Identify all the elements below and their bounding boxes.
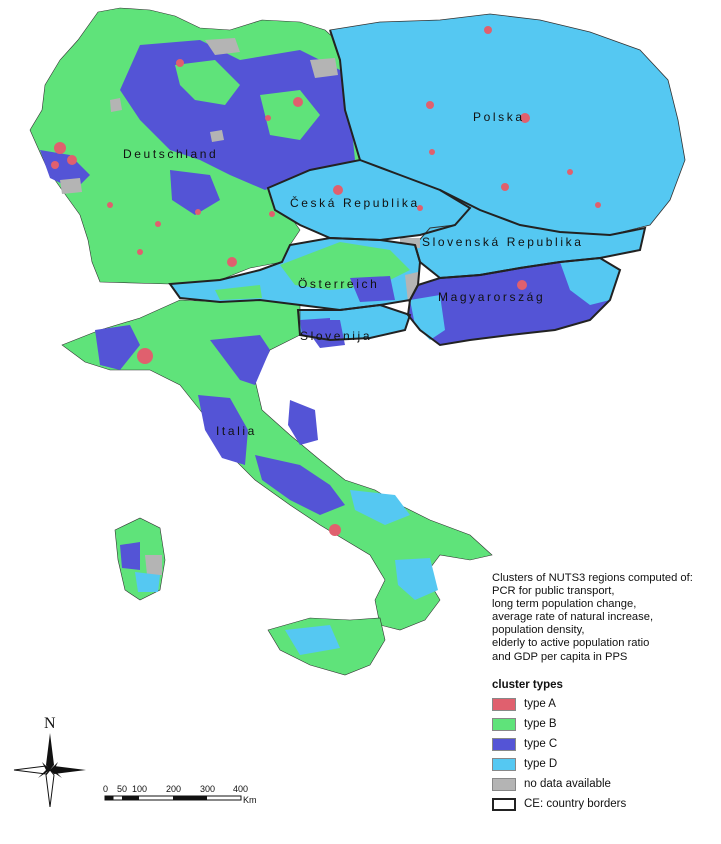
north-label: N <box>44 715 56 732</box>
label-magyarorszag: Magyarország <box>438 290 545 304</box>
swatch-type-b <box>492 718 516 731</box>
legend-label: type D <box>524 758 558 770</box>
swatch-no-data <box>492 778 516 791</box>
scale-tick-0: 0 <box>103 784 108 794</box>
scale-tick-300: 300 <box>200 784 215 794</box>
legend-label: type B <box>524 718 557 730</box>
legend-title: cluster types <box>492 679 563 691</box>
legend-description-line: PCR for public transport, <box>492 585 615 598</box>
legend-description-line: Clusters of NUTS3 regions computed of: <box>492 572 693 584</box>
swatch-country-borders <box>492 798 516 811</box>
country-borders <box>168 29 647 347</box>
region-italy <box>61 299 493 631</box>
type-a-markers-germany <box>51 59 303 267</box>
label-osterreich: Österreich <box>298 277 379 291</box>
scale-tick-100: 100 <box>132 784 147 794</box>
scale-unit: Km <box>243 795 257 805</box>
legend-description-line: population density, <box>492 624 585 637</box>
type-a-markers-poland <box>422 26 601 233</box>
legend-label: CE: country borders <box>524 798 627 810</box>
legend-label: type C <box>524 738 558 750</box>
legend-description-line: average rate of natural increase, <box>492 611 654 624</box>
region-sardinia <box>114 517 166 601</box>
swatch-type-a <box>492 698 516 711</box>
legend-label: type A <box>524 698 556 710</box>
country-labels: Deutschland Polska Česká Republika Slove… <box>123 110 583 438</box>
legend-label: no data available <box>524 778 611 790</box>
label-ceska-republika: Česká Republika <box>290 195 420 210</box>
scale-tick-50: 50 <box>117 784 127 794</box>
legend-description-line: elderly to active population ratio <box>492 637 650 650</box>
region-austria <box>169 237 421 311</box>
legend-description: Clusters of NUTS3 regions computed of: P… <box>492 572 720 664</box>
label-polska: Polska <box>473 110 525 124</box>
scale-tick-200: 200 <box>166 784 181 794</box>
label-slovenija: Slovenija <box>300 329 372 343</box>
north-arrow: N <box>13 715 86 808</box>
label-slovenska-republika: Slovenská Republika <box>422 235 583 249</box>
region-sicily <box>267 617 386 676</box>
region-germany <box>29 7 363 285</box>
label-italia: Italia <box>216 424 257 438</box>
scale-tick-400: 400 <box>233 784 248 794</box>
legend-description-line: long term population change, <box>492 598 637 611</box>
scale-bar: 0 50 100 200 300 400 Km <box>103 784 257 805</box>
region-hungary <box>407 257 621 346</box>
swatch-type-d <box>492 758 516 771</box>
swatch-type-c <box>492 738 516 751</box>
label-deutschland: Deutschland <box>123 147 218 161</box>
legend-description-line: and GDP per capita in PPS <box>492 650 628 663</box>
